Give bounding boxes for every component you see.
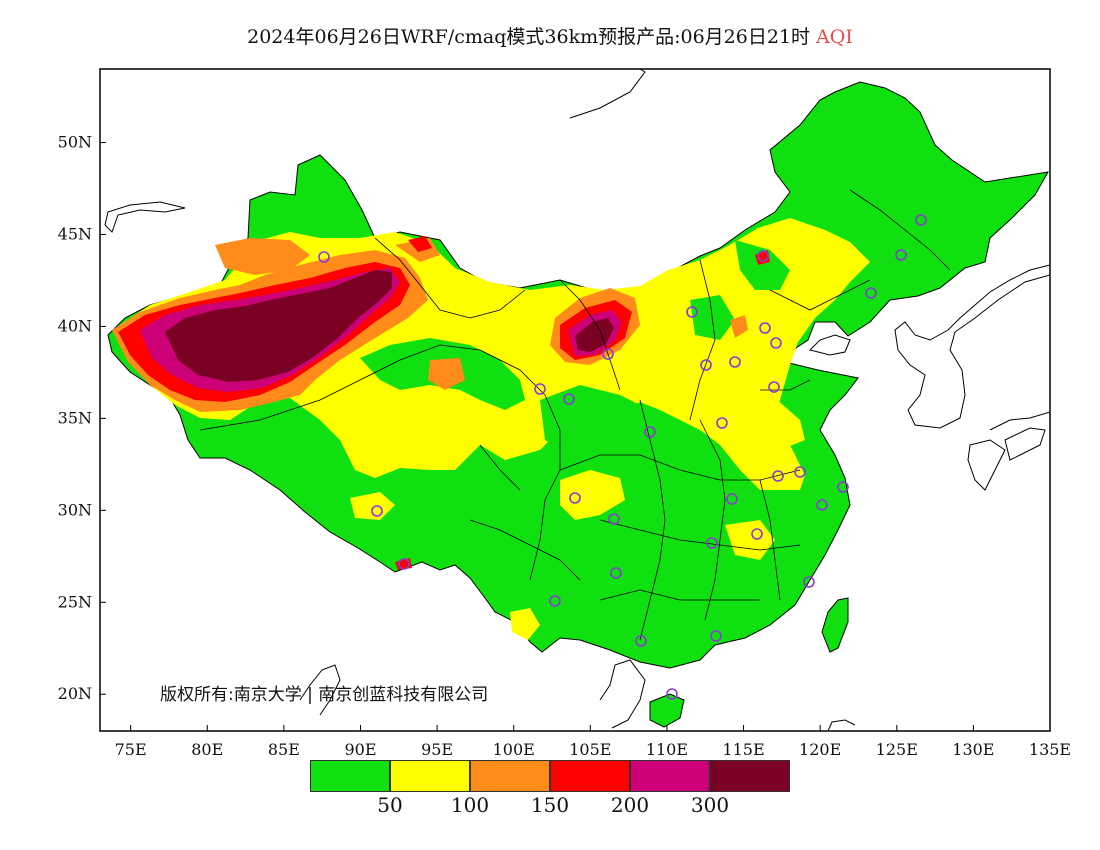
- latitude-axis: 50N 45N 40N 35N 30N 25N 20N: [58, 133, 106, 703]
- latitude-tick-label: 50N: [58, 133, 92, 152]
- station-marker: [710, 630, 722, 642]
- hainan-island: [649, 693, 685, 728]
- longitude-tick-label: 115E: [722, 740, 764, 759]
- station-marker: [726, 493, 738, 505]
- station-marker: [837, 481, 849, 493]
- station-marker: [794, 466, 806, 478]
- station-marker: [569, 492, 581, 504]
- legend-label: 200: [610, 793, 650, 817]
- station-marker: [770, 337, 782, 349]
- station-marker: [772, 470, 784, 482]
- station-marker: [915, 214, 927, 226]
- longitude-tick-label: 100E: [493, 740, 535, 759]
- latitude-tick-label: 45N: [58, 225, 92, 244]
- map-frame: [99, 68, 1051, 732]
- station-marker: [729, 356, 741, 368]
- title-main: 2024年06月26日WRF/cmaq模式36km预报产品:06月26日21时: [247, 26, 811, 48]
- station-marker: [700, 359, 712, 371]
- longitude-tick-label: 80E: [191, 740, 223, 759]
- station-marker: [371, 505, 383, 517]
- legend-swatch: [390, 760, 470, 792]
- longitude-tick-label: 130E: [952, 740, 994, 759]
- legend-labels: 50 100 150 200 300: [310, 793, 790, 819]
- aqi-color-legend: [310, 760, 790, 792]
- station-marker: [563, 393, 575, 405]
- title-product: AQI: [816, 26, 853, 48]
- neighbor-coastlines: [104, 69, 1050, 731]
- station-marker: [610, 567, 622, 579]
- region-good-patches: [360, 240, 790, 470]
- station-marker: [757, 250, 769, 262]
- legend-swatch: [630, 760, 710, 792]
- map-area: [104, 69, 1050, 731]
- legend-swatch: [310, 760, 390, 792]
- station-marker: [865, 287, 877, 299]
- map-title: 2024年06月26日WRF/cmaq模式36km预报产品:06月26日21时 A…: [0, 22, 1100, 49]
- station-marker: [816, 499, 828, 511]
- province-boundaries: [199, 189, 951, 641]
- latitude-tick-label: 20N: [58, 684, 92, 703]
- legend-label: 150: [530, 793, 570, 817]
- station-marker: [895, 249, 907, 261]
- monitoring-stations: [318, 214, 927, 700]
- legend-swatch: [470, 760, 550, 792]
- station-marker: [318, 251, 330, 263]
- longitude-tick-label: 90E: [344, 740, 376, 759]
- station-marker: [398, 558, 410, 570]
- longitude-tick-label: 120E: [799, 740, 841, 759]
- legend-label: 100: [450, 793, 490, 817]
- legend-swatch: [550, 760, 630, 792]
- station-marker: [635, 635, 647, 647]
- latitude-tick-label: 25N: [58, 592, 92, 611]
- legend-label: 50: [377, 793, 403, 817]
- legend-swatch: [710, 760, 790, 792]
- region-hazardous: [165, 270, 392, 382]
- latitude-tick-label: 40N: [58, 316, 92, 335]
- station-marker: [803, 576, 815, 588]
- longitude-tick-label: 135E: [1029, 740, 1071, 759]
- station-marker: [751, 528, 763, 540]
- latitude-tick-label: 30N: [58, 500, 92, 519]
- station-marker: [666, 688, 678, 700]
- station-marker: [686, 306, 698, 318]
- station-marker: [602, 348, 614, 360]
- station-marker: [534, 383, 546, 395]
- station-marker: [759, 322, 771, 334]
- taiwan-island: [821, 597, 849, 653]
- longitude-axis: 75E 80E 85E 90E 95E 100E 105E 110E 115E 120E 125E 1…: [115, 725, 1071, 759]
- station-marker: [549, 595, 561, 607]
- longitude-tick-label: 75E: [115, 740, 147, 759]
- legend-label: 300: [690, 793, 730, 817]
- latitude-tick-label: 35N: [58, 408, 92, 427]
- station-marker: [608, 513, 620, 525]
- station-marker: [716, 417, 728, 429]
- copyright-notice: 版权所有:南京大学 | 南京创蓝科技有限公司: [160, 685, 489, 705]
- longitude-tick-label: 85E: [268, 740, 300, 759]
- station-marker: [644, 426, 656, 438]
- longitude-tick-label: 95E: [421, 740, 453, 759]
- station-marker: [706, 537, 718, 549]
- longitude-tick-label: 110E: [646, 740, 688, 759]
- longitude-tick-label: 125E: [876, 740, 918, 759]
- longitude-tick-label: 105E: [569, 740, 611, 759]
- station-marker: [768, 381, 780, 393]
